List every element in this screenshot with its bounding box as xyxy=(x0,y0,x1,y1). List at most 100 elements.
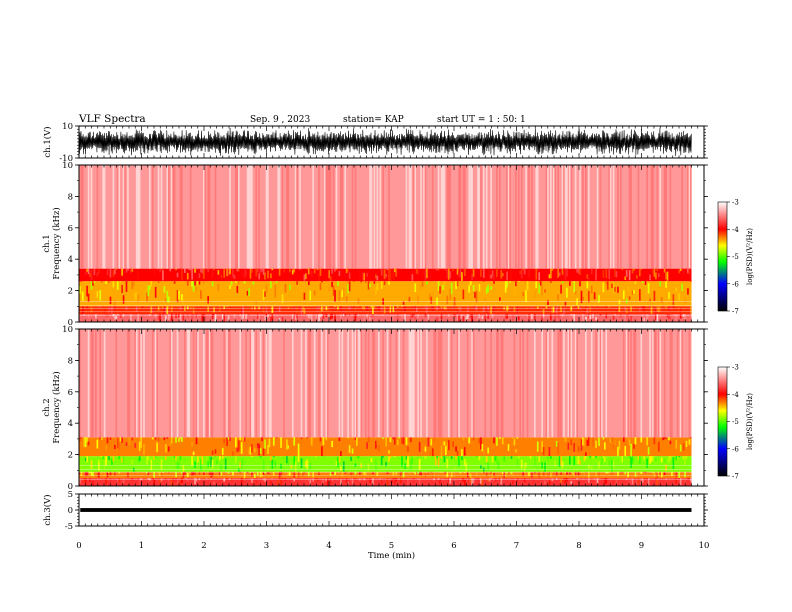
spectrogram-streak xyxy=(340,165,342,269)
spectrogram-patch xyxy=(303,292,306,300)
spectrogram-patch xyxy=(354,437,357,440)
spectrogram-patch xyxy=(106,437,109,444)
spectrogram-patch xyxy=(271,306,274,313)
spectrogram-streak xyxy=(450,329,453,438)
spectrogram-patch xyxy=(151,307,154,314)
spectrogram-patch xyxy=(240,270,243,276)
y-tick-label: 4 xyxy=(68,255,73,265)
spectrogram-patch xyxy=(200,290,202,299)
spectrogram-patch xyxy=(660,296,663,303)
spectrogram-patch xyxy=(583,308,586,314)
spectrogram-patch xyxy=(236,447,239,453)
spectrogram-patch xyxy=(105,478,107,485)
spectrogram-patch xyxy=(395,268,398,277)
spectrogram-patch xyxy=(665,306,667,309)
spectrogram-patch xyxy=(112,269,115,277)
spectrogram-patch xyxy=(456,268,459,275)
spectrogram-patch xyxy=(464,458,466,466)
spectrogram-patch xyxy=(103,309,106,314)
spectrogram-streak xyxy=(412,165,415,269)
spectrogram-patch xyxy=(478,456,481,461)
spectrogram-patch xyxy=(137,314,139,322)
spectrogram-streak xyxy=(688,165,691,269)
spectrogram-patch xyxy=(569,471,571,475)
spectrogram-patch xyxy=(617,446,619,456)
spectrogram-patch xyxy=(550,456,552,459)
spectrogram-patch xyxy=(631,290,634,295)
spectrogram-patch xyxy=(207,268,209,273)
spectrogram-patch xyxy=(274,308,277,313)
spectrogram-patch xyxy=(337,281,339,286)
spectrogram-patch xyxy=(576,478,578,480)
spectrogram-patch xyxy=(105,314,107,319)
spectrogram-patch xyxy=(439,479,441,485)
spectrogram-patch xyxy=(119,281,122,283)
spectrogram-patch xyxy=(198,471,201,475)
spectrogram-patch xyxy=(293,471,296,479)
spectrogram-patch xyxy=(480,478,482,484)
spectrogram-patch xyxy=(687,471,689,473)
spectrogram-patch xyxy=(122,478,125,484)
spectrogram-patch xyxy=(657,306,660,313)
spectrogram-patch xyxy=(375,274,377,279)
spectrogram-patch xyxy=(197,281,199,285)
spectrogram-patch xyxy=(538,283,541,294)
spectrogram-patch xyxy=(634,437,637,445)
spectrogram-patch xyxy=(213,481,215,485)
spectrogram-patch xyxy=(564,301,567,306)
spectrogram-patch xyxy=(541,440,543,453)
spectrogram-patch xyxy=(351,448,354,454)
spectrogram-patch xyxy=(248,288,250,296)
spectrogram-patch xyxy=(617,286,619,293)
spectrogram-patch xyxy=(606,281,609,290)
spectrogram-patch xyxy=(84,281,87,285)
spectrogram-patch xyxy=(340,314,342,319)
spectrogram-patch xyxy=(542,309,545,314)
spectrogram-patch xyxy=(602,437,605,440)
spectrogram-streak xyxy=(690,165,692,269)
spectrogram-patch xyxy=(472,437,475,441)
spectrogram-patch xyxy=(480,437,482,450)
spectrogram-patch xyxy=(500,456,503,458)
spectrogram-patch xyxy=(348,306,351,310)
spectrogram-patch xyxy=(272,471,275,476)
x-tick-label: 2 xyxy=(201,541,206,551)
spectrogram-patch xyxy=(380,281,383,289)
spectrogram-patch xyxy=(181,478,183,483)
spectrogram-patch xyxy=(446,270,449,279)
spectrogram-patch xyxy=(376,478,379,480)
spectrogram-patch xyxy=(248,314,250,316)
spectrogram-patch xyxy=(573,281,576,293)
spectrogram-patch xyxy=(153,478,156,486)
x-axis-label: Time (min) xyxy=(368,550,415,561)
spectrogram-patch xyxy=(210,456,212,468)
spectrogram-patch xyxy=(176,290,179,303)
spectrogram-patch xyxy=(615,271,618,278)
spectrogram-patch xyxy=(261,306,263,310)
spectrogram-patch xyxy=(229,268,231,275)
spectrogram-patch xyxy=(392,471,395,476)
spectrogram-patch xyxy=(256,314,259,320)
spectrogram-patch xyxy=(534,291,536,298)
spectrogram-patch xyxy=(324,437,326,439)
spectrogram-patch xyxy=(312,478,314,482)
spectrogram-patch xyxy=(461,272,463,282)
spectrogram-patch xyxy=(159,268,161,273)
spectrogram-patch xyxy=(585,456,587,460)
spectrogram-patch xyxy=(127,268,129,271)
spectrogram-patch xyxy=(569,456,571,465)
spectrogram-patch xyxy=(554,460,557,467)
spectrogram-streak xyxy=(424,165,427,269)
spectrogram-patch xyxy=(315,314,317,320)
spectrogram-patch xyxy=(125,442,128,446)
spectrogram-patch xyxy=(650,456,653,462)
spectrogram-patch xyxy=(345,478,348,484)
spectrogram-patch xyxy=(328,270,331,279)
spectrogram-patch xyxy=(163,437,166,441)
spectrogram-patch xyxy=(389,306,392,313)
spectrogram-patch xyxy=(140,478,142,480)
spectrogram-patch xyxy=(204,314,207,321)
spectrogram-patch xyxy=(612,315,615,320)
spectrogram-patch xyxy=(536,306,539,309)
spectrogram-patch xyxy=(162,270,164,281)
